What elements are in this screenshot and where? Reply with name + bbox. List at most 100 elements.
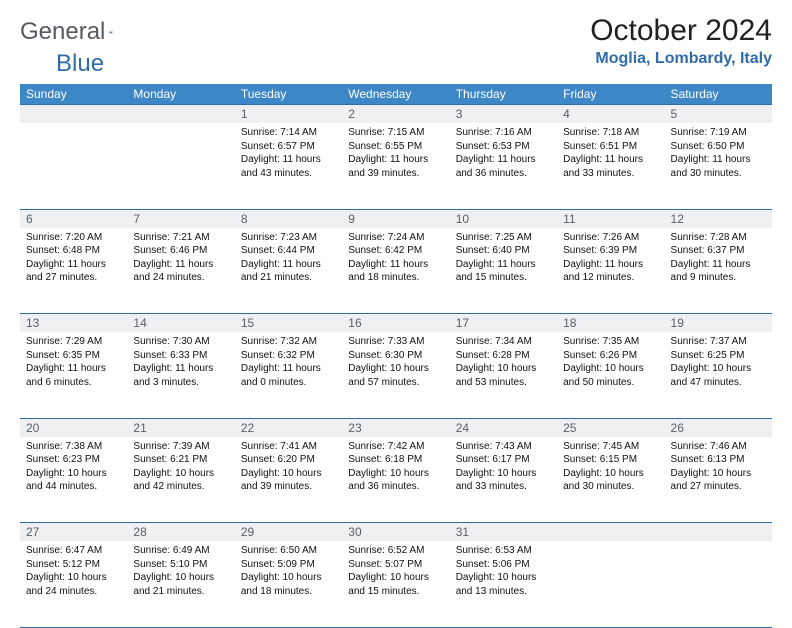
title-block: October 2024 Moglia, Lombardy, Italy [590, 14, 772, 68]
day-body-cell: Sunrise: 7:19 AMSunset: 6:50 PMDaylight:… [665, 123, 772, 209]
day-header: Monday [127, 84, 234, 105]
daylight-line: Daylight: 10 hours and 44 minutes. [26, 467, 121, 494]
sunrise-line: Sunrise: 7:20 AM [26, 231, 121, 245]
day-number-cell: 4 [557, 105, 664, 124]
sunrise-line: Sunrise: 7:29 AM [26, 335, 121, 349]
sunset-line: Sunset: 6:51 PM [563, 140, 658, 154]
day-body-row: Sunrise: 7:14 AMSunset: 6:57 PMDaylight:… [20, 123, 772, 209]
day-body-cell: Sunrise: 7:20 AMSunset: 6:48 PMDaylight:… [20, 228, 127, 314]
daylight-line: Daylight: 11 hours and 24 minutes. [133, 258, 228, 285]
sunrise-line: Sunrise: 7:35 AM [563, 335, 658, 349]
day-body-cell: Sunrise: 7:34 AMSunset: 6:28 PMDaylight:… [450, 332, 557, 418]
day-number-row: 12345 [20, 105, 772, 124]
sunrise-line: Sunrise: 7:15 AM [348, 126, 443, 140]
day-number-cell [127, 105, 234, 124]
calendar-table: Sunday Monday Tuesday Wednesday Thursday… [20, 84, 772, 628]
sunset-line: Sunset: 5:12 PM [26, 558, 121, 572]
day-body-cell: Sunrise: 6:47 AMSunset: 5:12 PMDaylight:… [20, 541, 127, 627]
sunset-line: Sunset: 6:28 PM [456, 349, 551, 363]
logo-sail-icon [109, 22, 113, 42]
day-body-cell: Sunrise: 7:15 AMSunset: 6:55 PMDaylight:… [342, 123, 449, 209]
day-body-row: Sunrise: 7:29 AMSunset: 6:35 PM Daylight:… [20, 332, 772, 418]
daylight-line: Daylight: 11 hours and 9 minutes. [671, 258, 766, 285]
day-number-cell: 23 [342, 418, 449, 437]
day-header: Wednesday [342, 84, 449, 105]
sunrise-line: Sunrise: 7:32 AM [241, 335, 336, 349]
day-number-cell: 2 [342, 105, 449, 124]
sunrise-line: Sunrise: 7:46 AM [671, 440, 766, 454]
sunset-line: Sunset: 6:13 PM [671, 453, 766, 467]
sunrise-line: Sunrise: 7:14 AM [241, 126, 336, 140]
sunset-line: Sunset: 6:18 PM [348, 453, 443, 467]
sunset-line: Sunset: 6:35 PM [26, 349, 121, 363]
day-number-cell: 12 [665, 209, 772, 228]
day-body-cell: Sunrise: 7:23 AMSunset: 6:44 PMDaylight:… [235, 228, 342, 314]
sunset-line: Sunset: 6:37 PM [671, 244, 766, 258]
sunrise-line: Sunrise: 7:28 AM [671, 231, 766, 245]
sunset-line: Sunset: 6:57 PM [241, 140, 336, 154]
day-body-cell: Sunrise: 7:18 AMSunset: 6:51 PMDaylight:… [557, 123, 664, 209]
day-number-cell: 21 [127, 418, 234, 437]
sunset-line: Sunset: 6:53 PM [456, 140, 551, 154]
day-body-cell: Sunrise: 7:43 AMSunset: 6:17 PMDaylight:… [450, 437, 557, 523]
daylight-line: Daylight: 10 hours and 30 minutes. [563, 467, 658, 494]
day-body-row: Sunrise: 6:47 AMSunset: 5:12 PMDaylight:… [20, 541, 772, 627]
day-number-cell: 18 [557, 314, 664, 333]
day-number-cell: 7 [127, 209, 234, 228]
day-number-cell: 17 [450, 314, 557, 333]
sunrise-line: Sunrise: 7:21 AM [133, 231, 228, 245]
daylight-line: Daylight: 11 hours and 36 minutes. [456, 153, 551, 180]
daylight-line: Daylight: 11 hours and 0 minutes. [241, 362, 336, 389]
daylight-line: Daylight: 10 hours and 36 minutes. [348, 467, 443, 494]
daylight-line: Daylight: 11 hours and 30 minutes. [671, 153, 766, 180]
logo-text-1: General [20, 18, 105, 46]
day-body-cell: Sunrise: 7:38 AMSunset: 6:23 PMDaylight:… [20, 437, 127, 523]
daylight-line: Daylight: 11 hours and 18 minutes. [348, 258, 443, 285]
day-body-cell: Sunrise: 7:28 AMSunset: 6:37 PMDaylight:… [665, 228, 772, 314]
sunrise-line: Sunrise: 7:23 AM [241, 231, 336, 245]
sunset-line: Sunset: 6:42 PM [348, 244, 443, 258]
daylight-line: Daylight: 10 hours and 50 minutes. [563, 362, 658, 389]
day-number-cell: 3 [450, 105, 557, 124]
day-body-cell: Sunrise: 7:35 AMSunset: 6:26 PMDaylight:… [557, 332, 664, 418]
sunset-line: Sunset: 6:46 PM [133, 244, 228, 258]
day-body-cell: Sunrise: 6:53 AMSunset: 5:06 PMDaylight:… [450, 541, 557, 627]
day-body-cell: Sunrise: 7:25 AMSunset: 6:40 PMDaylight:… [450, 228, 557, 314]
day-number-cell: 1 [235, 105, 342, 124]
daylight-line: Daylight: 10 hours and 24 minutes. [26, 571, 121, 598]
daylight-line: Daylight: 10 hours and 27 minutes. [671, 467, 766, 494]
sunrise-line: Sunrise: 7:24 AM [348, 231, 443, 245]
day-header: Thursday [450, 84, 557, 105]
sunrise-line: Sunrise: 6:53 AM [456, 544, 551, 558]
sunrise-line: Sunrise: 6:52 AM [348, 544, 443, 558]
day-number-cell [557, 523, 664, 542]
daylight-line: Daylight: 10 hours and 57 minutes. [348, 362, 443, 389]
day-body-cell [20, 123, 127, 209]
day-body-cell: Sunrise: 7:21 AMSunset: 6:46 PMDaylight:… [127, 228, 234, 314]
day-body-cell: Sunrise: 7:33 AMSunset: 6:30 PMDaylight:… [342, 332, 449, 418]
daylight-line: Daylight: 11 hours and 33 minutes. [563, 153, 658, 180]
sunset-line: Sunset: 6:40 PM [456, 244, 551, 258]
day-header-row: Sunday Monday Tuesday Wednesday Thursday… [20, 84, 772, 105]
daylight-line: Daylight: 10 hours and 18 minutes. [241, 571, 336, 598]
day-body-cell: Sunrise: 7:45 AMSunset: 6:15 PMDaylight:… [557, 437, 664, 523]
day-number-cell: 30 [342, 523, 449, 542]
sunrise-line: Sunrise: 6:49 AM [133, 544, 228, 558]
sunset-line: Sunset: 6:32 PM [241, 349, 336, 363]
sunset-line: Sunset: 6:30 PM [348, 349, 443, 363]
sunrise-line: Sunrise: 7:19 AM [671, 126, 766, 140]
day-number-row: 6789101112 [20, 209, 772, 228]
day-body-cell: Sunrise: 7:39 AMSunset: 6:21 PMDaylight:… [127, 437, 234, 523]
day-body-cell: Sunrise: 7:24 AMSunset: 6:42 PMDaylight:… [342, 228, 449, 314]
day-number-cell: 19 [665, 314, 772, 333]
day-body-cell: Sunrise: 7:37 AMSunset: 6:25 PMDaylight:… [665, 332, 772, 418]
sunrise-line: Sunrise: 7:30 AM [133, 335, 228, 349]
sunset-line: Sunset: 6:21 PM [133, 453, 228, 467]
daylight-line: Daylight: 11 hours and 43 minutes. [241, 153, 336, 180]
sunset-line: Sunset: 6:33 PM [133, 349, 228, 363]
daylight-line: Daylight: 11 hours and 21 minutes. [241, 258, 336, 285]
day-body-cell: Sunrise: 7:32 AMSunset: 6:32 PMDaylight:… [235, 332, 342, 418]
day-header: Saturday [665, 84, 772, 105]
sunset-line: Sunset: 5:09 PM [241, 558, 336, 572]
day-number-cell: 26 [665, 418, 772, 437]
